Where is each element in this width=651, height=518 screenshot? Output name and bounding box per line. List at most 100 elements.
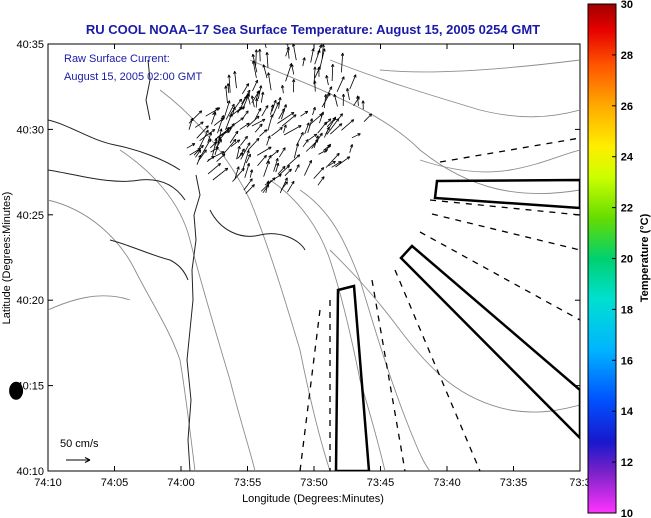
current-vector-head — [288, 168, 292, 173]
current-vector-head — [313, 66, 317, 70]
current-vector — [263, 160, 270, 177]
current-vector — [266, 135, 271, 146]
current-vector — [346, 88, 350, 100]
current-vector-head — [246, 94, 250, 98]
current-vector — [275, 162, 279, 173]
x-tick-label: 73:45 — [367, 477, 395, 489]
current-vector-head — [293, 114, 297, 118]
current-vector-head — [227, 74, 231, 78]
x-axis-label: Longitude (Degrees:Minutes) — [242, 493, 384, 505]
current-vector-head — [256, 115, 260, 120]
current-vector — [196, 154, 202, 165]
current-vector — [304, 122, 310, 135]
current-vector — [210, 147, 219, 153]
current-vector — [214, 130, 230, 140]
current-vector — [293, 143, 299, 159]
current-vector — [211, 112, 216, 125]
current-vector-head — [319, 132, 323, 137]
current-vector-head — [247, 142, 251, 146]
current-vector-head — [247, 89, 251, 94]
current-vector-head — [215, 147, 219, 151]
current-vector-head — [241, 106, 246, 110]
current-vector-head — [256, 137, 260, 142]
current-vector — [336, 76, 345, 92]
current-vector-head — [283, 104, 287, 108]
current-vector-head — [198, 110, 203, 114]
current-vector — [189, 148, 201, 156]
current-vector — [302, 57, 305, 67]
depth-contour — [249, 59, 580, 195]
current-vector-head — [238, 98, 242, 103]
current-vector — [287, 180, 295, 193]
current-vector — [267, 72, 272, 91]
current-vector — [188, 110, 203, 124]
y-tick-label: 40:20 — [16, 295, 44, 307]
depth-contour — [419, 149, 580, 173]
legend-line-1: Raw Surface Current: — [64, 53, 170, 65]
coastline — [186, 174, 201, 471]
depth-contour — [329, 59, 580, 118]
current-vector-head — [245, 110, 249, 114]
current-vector — [317, 121, 327, 134]
current-vector — [313, 167, 325, 179]
current-vector-head — [268, 146, 272, 150]
current-vector-head — [197, 149, 202, 153]
current-vector — [236, 106, 245, 113]
current-vector-head — [321, 44, 325, 48]
current-vector — [227, 83, 230, 94]
colorbar-tick-label: 28 — [621, 50, 633, 62]
current-vector — [246, 115, 260, 128]
x-tick-label: 74:10 — [34, 477, 62, 489]
current-vector-head — [261, 91, 265, 96]
current-vector — [307, 118, 313, 134]
current-vector — [244, 163, 250, 178]
current-vector — [234, 166, 240, 180]
current-vector — [300, 110, 309, 117]
current-vector-head — [231, 103, 235, 108]
current-vector-head — [275, 158, 279, 162]
current-vector-head — [266, 160, 270, 165]
current-vector-head — [214, 138, 218, 142]
current-vector-head — [259, 85, 263, 89]
current-vector — [261, 105, 269, 117]
current-vector-head — [236, 139, 241, 143]
chart-title: RU COOL NOAA–17 Sea Surface Temperature:… — [86, 22, 540, 37]
current-vector — [247, 94, 251, 105]
current-vector-head — [208, 138, 212, 142]
current-vector — [349, 74, 357, 90]
current-vector-head — [353, 74, 357, 78]
current-vector-head — [304, 110, 309, 115]
current-vector-head — [200, 144, 204, 149]
current-vector — [262, 184, 270, 194]
current-vector — [223, 139, 237, 154]
x-tick-label: 73:40 — [433, 477, 461, 489]
current-vector — [323, 144, 331, 151]
current-vector-head — [205, 129, 209, 134]
current-vector — [243, 178, 253, 191]
current-vector — [326, 118, 340, 135]
current-vector-head — [217, 163, 221, 167]
current-vector-head — [292, 79, 296, 83]
current-vector-head — [361, 100, 365, 104]
current-vector — [212, 107, 219, 116]
current-vector-head — [292, 44, 296, 47]
current-vector — [198, 149, 207, 161]
current-vector — [212, 138, 217, 156]
colorbar-tick-label: 12 — [621, 457, 633, 469]
current-vector-head — [350, 144, 354, 148]
current-vector-head — [332, 117, 336, 121]
current-vector-head — [246, 122, 250, 126]
y-axis-ticks: 40:10 40:15 40:20 40:25 40:30 40:35 — [16, 39, 580, 478]
current-vector — [278, 97, 281, 109]
current-vector-head — [219, 128, 223, 132]
current-vector — [239, 122, 250, 130]
current-vector-head — [247, 153, 251, 158]
current-vector — [196, 125, 209, 139]
current-vector — [230, 139, 241, 147]
current-vector — [285, 63, 292, 82]
current-vector-head — [235, 130, 239, 135]
current-vector — [283, 124, 287, 133]
current-vector — [200, 138, 212, 156]
current-vector — [292, 44, 297, 61]
